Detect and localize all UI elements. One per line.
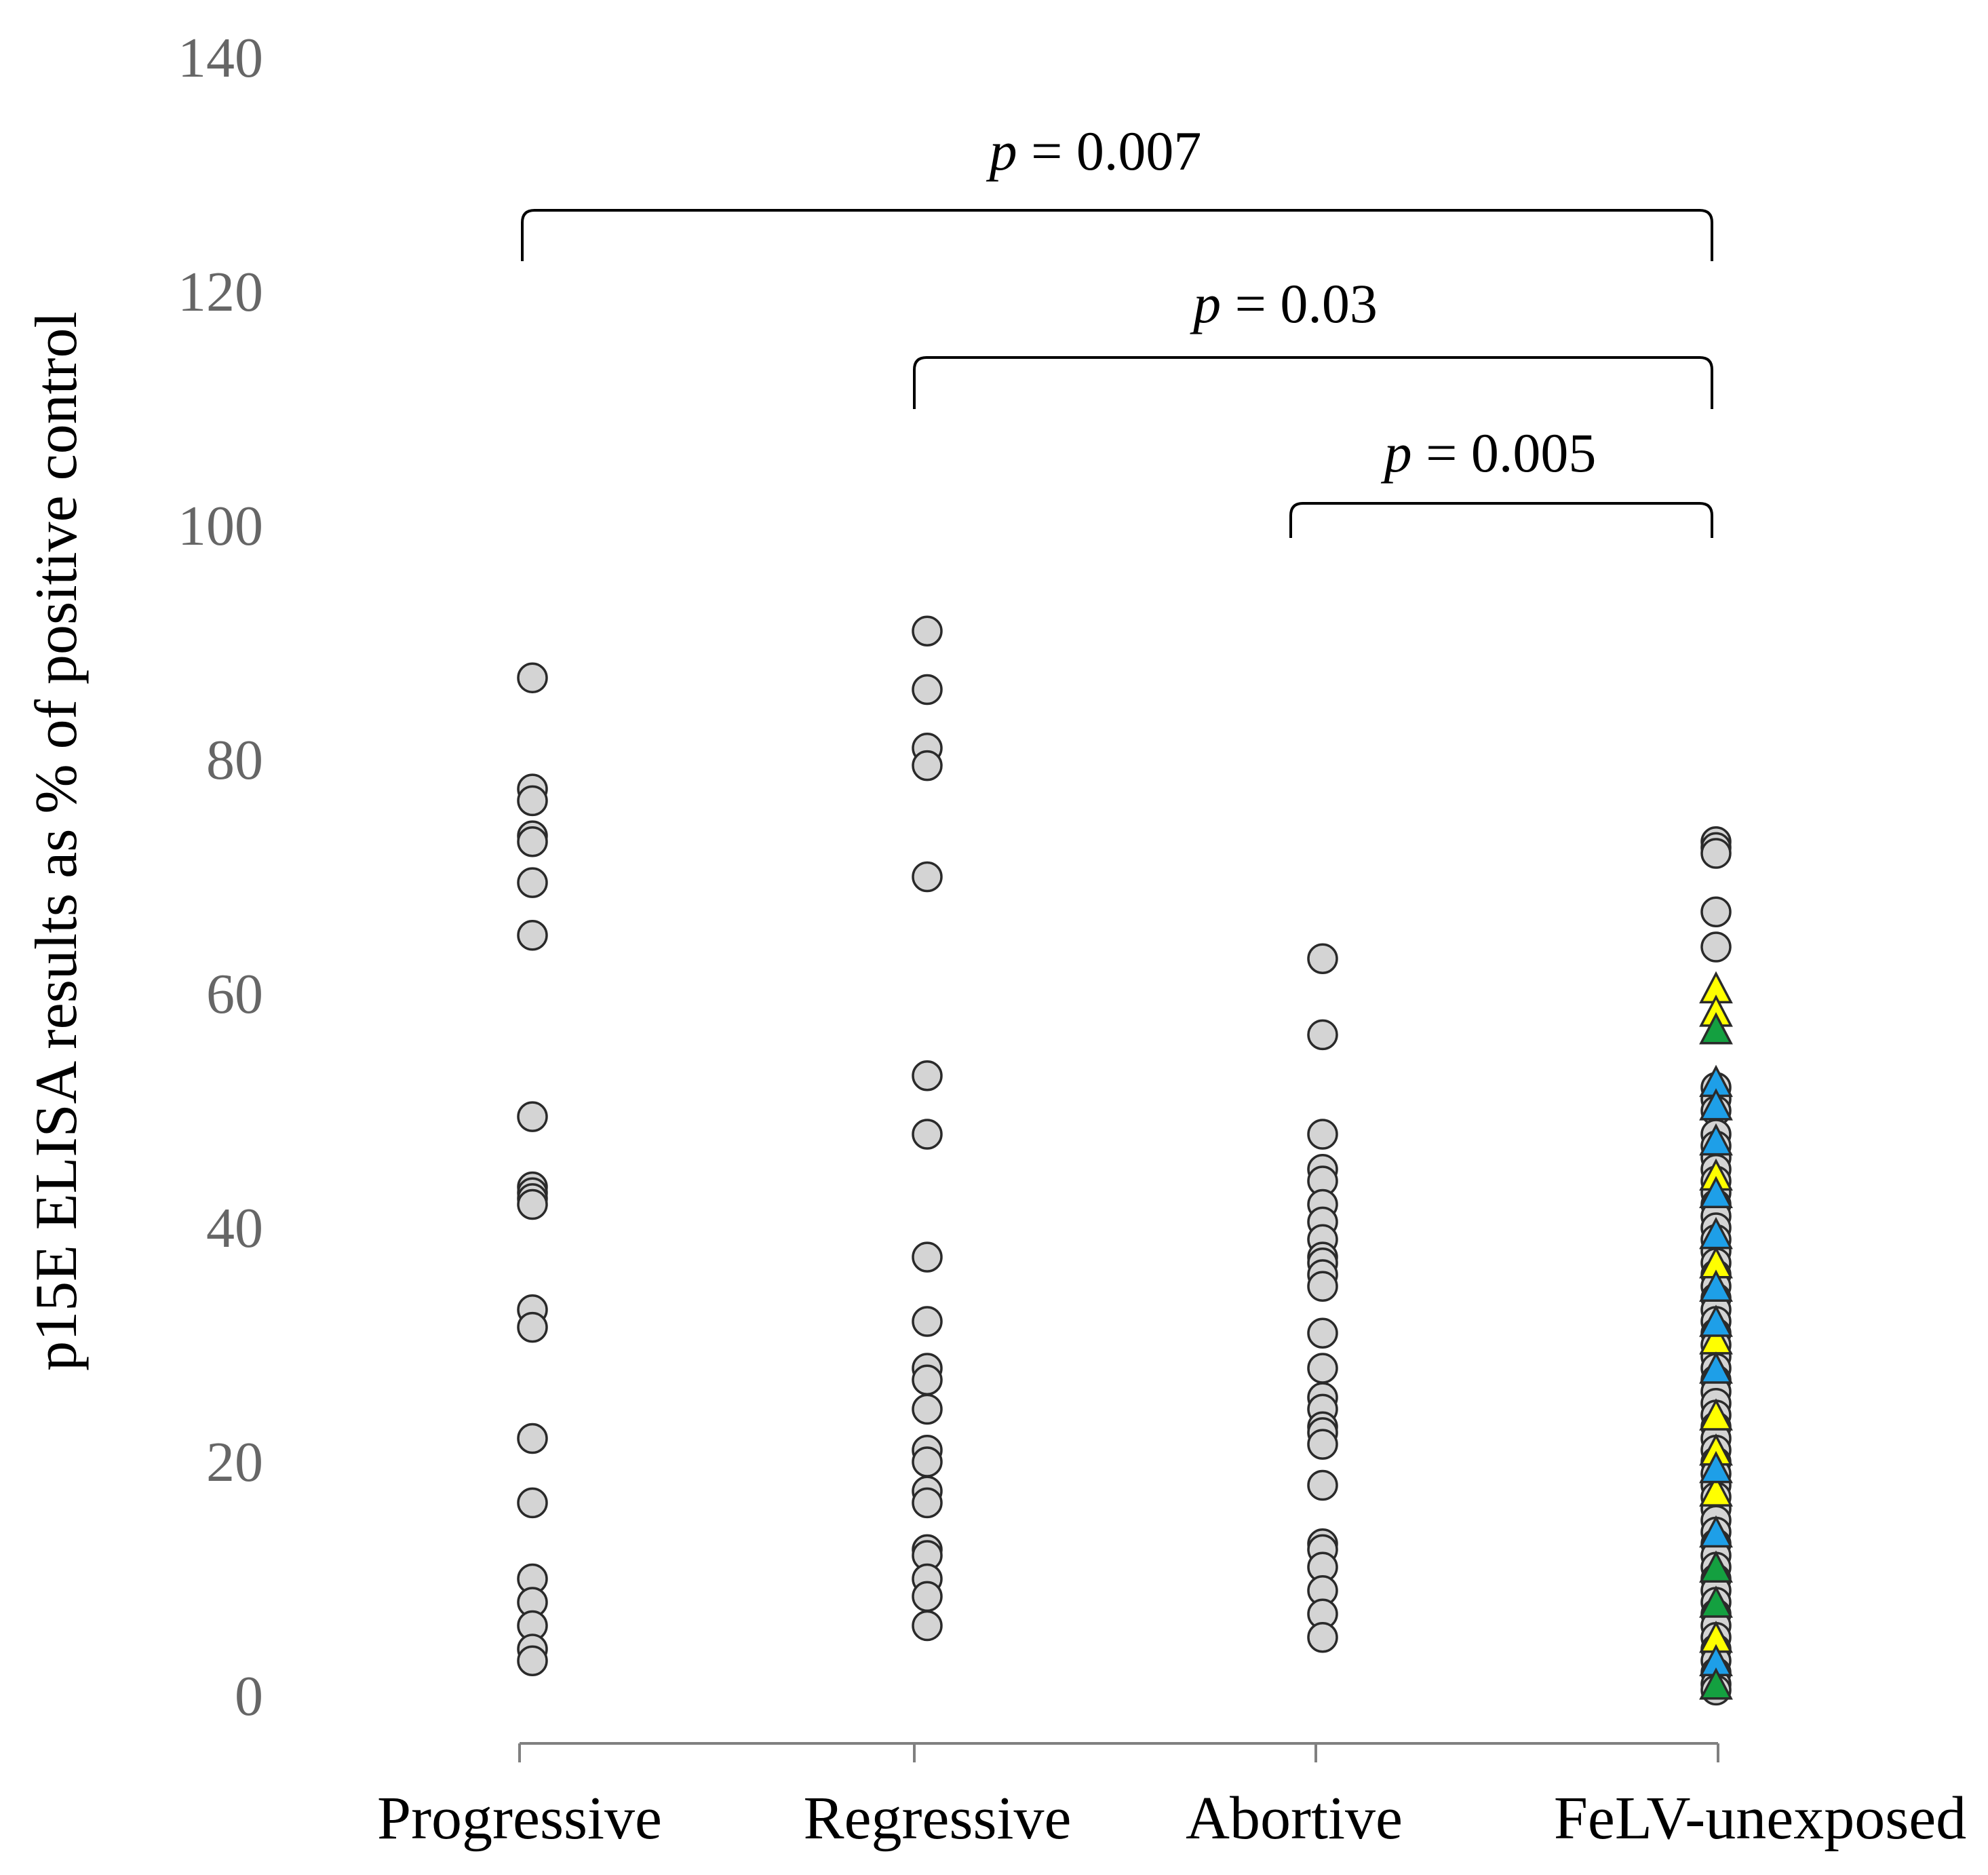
p-symbol: p — [986, 120, 1017, 182]
y-tick-label: 0 — [235, 1665, 263, 1728]
p-value-label: p = 0.007 — [986, 120, 1202, 182]
data-point-triangle — [1699, 1304, 1733, 1337]
significance-bracket — [521, 209, 1713, 261]
data-point — [912, 1364, 943, 1395]
data-point-triangle — [1699, 1398, 1733, 1431]
data-point-triangle — [1699, 1515, 1733, 1548]
data-point — [912, 615, 943, 646]
data-point-triangle — [1699, 1011, 1733, 1045]
data-point — [517, 1487, 548, 1519]
data-point — [517, 920, 548, 951]
y-tick-label: 80 — [206, 729, 263, 792]
y-tick-label: 40 — [206, 1197, 263, 1260]
data-point — [517, 1101, 548, 1132]
x-category-label: FeLV-unexposed — [1554, 1785, 1966, 1852]
y-tick-label: 120 — [178, 260, 263, 324]
data-point-triangle — [1699, 1123, 1733, 1156]
data-point — [912, 1060, 943, 1091]
x-category-label: Regressive — [804, 1785, 1072, 1852]
y-tick-label: 20 — [206, 1431, 263, 1494]
data-point — [517, 662, 548, 693]
p-value-text: = 0.03 — [1221, 273, 1378, 334]
data-point — [517, 1423, 548, 1454]
p-value-label: p = 0.03 — [1190, 273, 1378, 334]
data-point — [1700, 896, 1732, 927]
data-point-triangle — [1699, 1550, 1733, 1583]
data-point-triangle — [1699, 1269, 1733, 1302]
data-point — [1307, 1317, 1338, 1349]
data-point — [912, 1119, 943, 1150]
p-symbol: p — [1190, 273, 1221, 334]
data-points — [517, 615, 1733, 1706]
data-point — [912, 1241, 943, 1273]
data-point — [517, 1188, 548, 1220]
data-point-triangle — [1699, 1351, 1733, 1384]
significance-bracket — [1289, 502, 1713, 538]
data-point-triangle — [1699, 1450, 1733, 1484]
data-point-triangle — [1699, 1585, 1733, 1618]
data-point — [1700, 931, 1732, 963]
data-point — [912, 1446, 943, 1477]
x-category-label: Abortive — [1186, 1785, 1403, 1852]
data-point — [517, 867, 548, 898]
data-point-triangle — [1699, 1176, 1733, 1208]
data-point — [1307, 1271, 1338, 1302]
x-axis-ticks: Progressive Regressive Abortive FeLV-unexpo… — [377, 1743, 1966, 1852]
data-point — [1307, 1019, 1338, 1051]
data-point — [1307, 1353, 1338, 1384]
data-point — [1307, 1622, 1338, 1653]
y-tick-label: 140 — [178, 26, 263, 90]
data-point — [912, 1610, 943, 1642]
y-tick-label: 100 — [178, 495, 263, 558]
y-axis-label: p15E ELISA results as % of positive cont… — [24, 311, 90, 1371]
data-point — [517, 826, 548, 857]
data-point — [912, 1306, 943, 1337]
data-point-triangle — [1699, 1474, 1733, 1507]
p-value-text: = 0.005 — [1412, 422, 1597, 484]
data-point — [912, 1393, 943, 1425]
data-point — [1700, 838, 1732, 869]
y-tick-label: 60 — [206, 963, 263, 1026]
data-point — [912, 1581, 943, 1612]
x-category-label: Progressive — [377, 1785, 662, 1852]
data-point — [517, 1645, 548, 1676]
p-symbol: p — [1381, 422, 1412, 484]
data-point — [1307, 1429, 1338, 1460]
significance-bracket — [913, 356, 1713, 409]
data-point — [912, 674, 943, 705]
data-point-triangle — [1699, 1216, 1733, 1250]
data-point — [1307, 943, 1338, 974]
p-value-text: = 0.007 — [1017, 120, 1202, 182]
data-point-triangle — [1699, 1667, 1733, 1700]
y-axis-ticks: 0 20 40 60 80 100 120 140 — [178, 26, 263, 1728]
data-point-triangle — [1699, 1088, 1733, 1121]
p-value-label: p = 0.005 — [1381, 422, 1597, 484]
data-point — [517, 785, 548, 817]
data-point — [912, 861, 943, 893]
data-point — [1307, 1469, 1338, 1501]
data-point — [912, 750, 943, 781]
data-point — [1307, 1119, 1338, 1150]
data-point — [517, 1311, 548, 1343]
data-point — [912, 1487, 943, 1519]
